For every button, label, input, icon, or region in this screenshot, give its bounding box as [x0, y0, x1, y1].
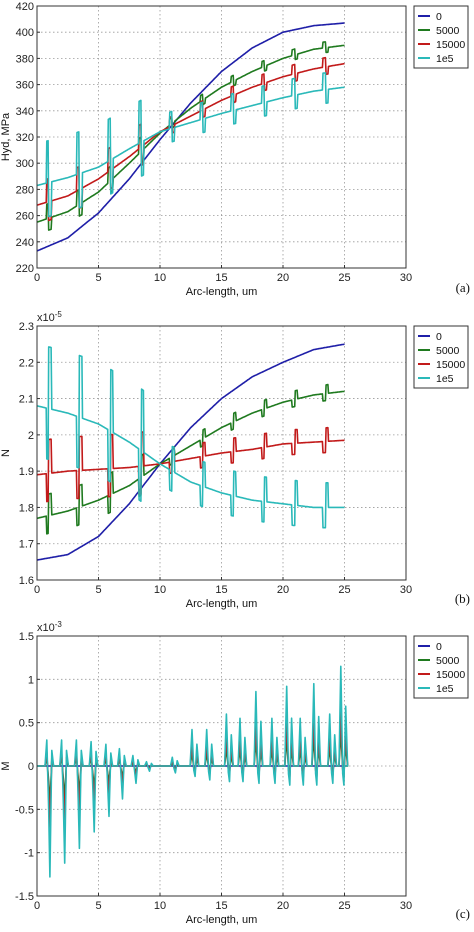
x-tick-label: 30 — [400, 900, 412, 912]
y-tick-label: -1.5 — [15, 891, 34, 903]
panel-tag: (a) — [456, 280, 470, 295]
x-axis-label: Arc-length, um — [186, 286, 258, 298]
x-tick-label: 0 — [34, 584, 40, 596]
x-tick-label: 5 — [95, 584, 101, 596]
panel-tag: (c) — [456, 906, 470, 921]
y-tick-label: 340 — [16, 106, 34, 118]
legend: 0 5000 15000 1e5 — [413, 635, 469, 699]
legend-entry: 15000 — [436, 359, 465, 371]
legend-entry: 5000 — [436, 25, 460, 37]
legend-entry: 0 — [436, 331, 442, 343]
legend-entry: 1e5 — [436, 683, 454, 695]
series-line-1e5 — [37, 72, 345, 218]
y-axis-label: M — [0, 761, 12, 770]
series-line-0 — [37, 22, 345, 252]
x-tick-label: 15 — [215, 584, 227, 596]
axes-frame — [36, 325, 407, 581]
y-tick-label: 0 — [28, 761, 34, 773]
y-tick-label: 1.8 — [19, 502, 34, 514]
x-tick-label: 10 — [154, 900, 166, 912]
x-tick-label: 20 — [277, 272, 289, 284]
x-tick-label: 5 — [95, 900, 101, 912]
x-tick-label: 15 — [215, 272, 227, 284]
x-tick-label: 15 — [215, 900, 227, 912]
y-tick-label: -1 — [24, 848, 34, 860]
legend-entry: 0 — [436, 11, 442, 23]
y-exponent-label: x10-5 — [37, 310, 62, 324]
series-line-1e5 — [37, 346, 345, 529]
series-line-5000 — [37, 383, 345, 535]
legend-entry: 0 — [436, 641, 442, 653]
y-tick-label: 280 — [16, 184, 34, 196]
legend-entry: 15000 — [436, 669, 465, 681]
x-tick-label: 25 — [338, 900, 350, 912]
legend-entry: 15000 — [436, 39, 465, 51]
y-tick-label: 2.3 — [19, 321, 34, 333]
plot-area — [37, 665, 349, 878]
y-exponent-label: x10-3 — [37, 620, 62, 634]
series-line-1e5 — [37, 665, 349, 878]
series-line-15000 — [37, 426, 345, 503]
series-line-5000 — [37, 41, 345, 231]
x-tick-label: 25 — [338, 584, 350, 596]
legend-entry: 5000 — [436, 655, 460, 667]
y-tick-label: 1.6 — [19, 575, 34, 587]
y-tick-label: 1.7 — [19, 539, 34, 551]
legend: 0 5000 15000 1e5 — [413, 325, 469, 389]
y-tick-label: 1 — [28, 674, 34, 686]
x-tick-label: 10 — [154, 584, 166, 596]
y-tick-label: 2.1 — [19, 394, 34, 406]
x-axis-label: Arc-length, um — [186, 914, 258, 926]
legend-entry: 1e5 — [436, 373, 454, 385]
plot-area — [37, 343, 345, 561]
x-axis-label: Arc-length, um — [186, 598, 258, 610]
x-tick-label: 25 — [338, 272, 350, 284]
y-tick-label: 1.5 — [19, 631, 34, 643]
y-tick-label: 320 — [16, 132, 34, 144]
series-line-15000 — [37, 56, 345, 222]
x-tick-label: 0 — [34, 272, 40, 284]
y-tick-label: 240 — [16, 237, 34, 249]
legend-entry: 1e5 — [436, 53, 454, 65]
panel-tag: (b) — [455, 591, 470, 606]
x-tick-label: 20 — [277, 584, 289, 596]
x-tick-label: 5 — [95, 272, 101, 284]
y-tick-label: 400 — [16, 27, 34, 39]
y-tick-label: 0.5 — [19, 718, 34, 730]
y-tick-label: 300 — [16, 158, 34, 170]
x-tick-label: 30 — [400, 272, 412, 284]
legend: 0 5000 15000 1e5 — [413, 5, 469, 69]
y-tick-label: 2 — [28, 430, 34, 442]
y-axis-label: Hyd, MPa — [0, 112, 12, 161]
series-line-0 — [37, 343, 345, 561]
y-tick-label: 420 — [16, 1, 34, 13]
y-tick-label: 380 — [16, 53, 34, 65]
x-tick-label: 30 — [400, 584, 412, 596]
x-tick-label: 0 — [34, 900, 40, 912]
chart-panel-1: 0 5 10 15 20 25 30 220 240 260 280 300 320 340 360 380 4… — [0, 1, 470, 298]
y-tick-label: 260 — [16, 211, 34, 223]
legend-entry: 5000 — [436, 345, 460, 357]
y-tick-label: -0.5 — [15, 804, 34, 816]
y-tick-label: 1.9 — [19, 466, 34, 478]
axes-frame — [36, 635, 407, 897]
y-axis-label: N — [0, 449, 12, 457]
y-tick-label: 220 — [16, 263, 34, 275]
y-tick-label: 2.2 — [19, 357, 34, 369]
x-tick-label: 10 — [154, 272, 166, 284]
axes-frame — [36, 5, 407, 269]
x-tick-label: 20 — [277, 900, 289, 912]
y-tick-label: 360 — [16, 80, 34, 92]
plot-area — [37, 22, 345, 252]
